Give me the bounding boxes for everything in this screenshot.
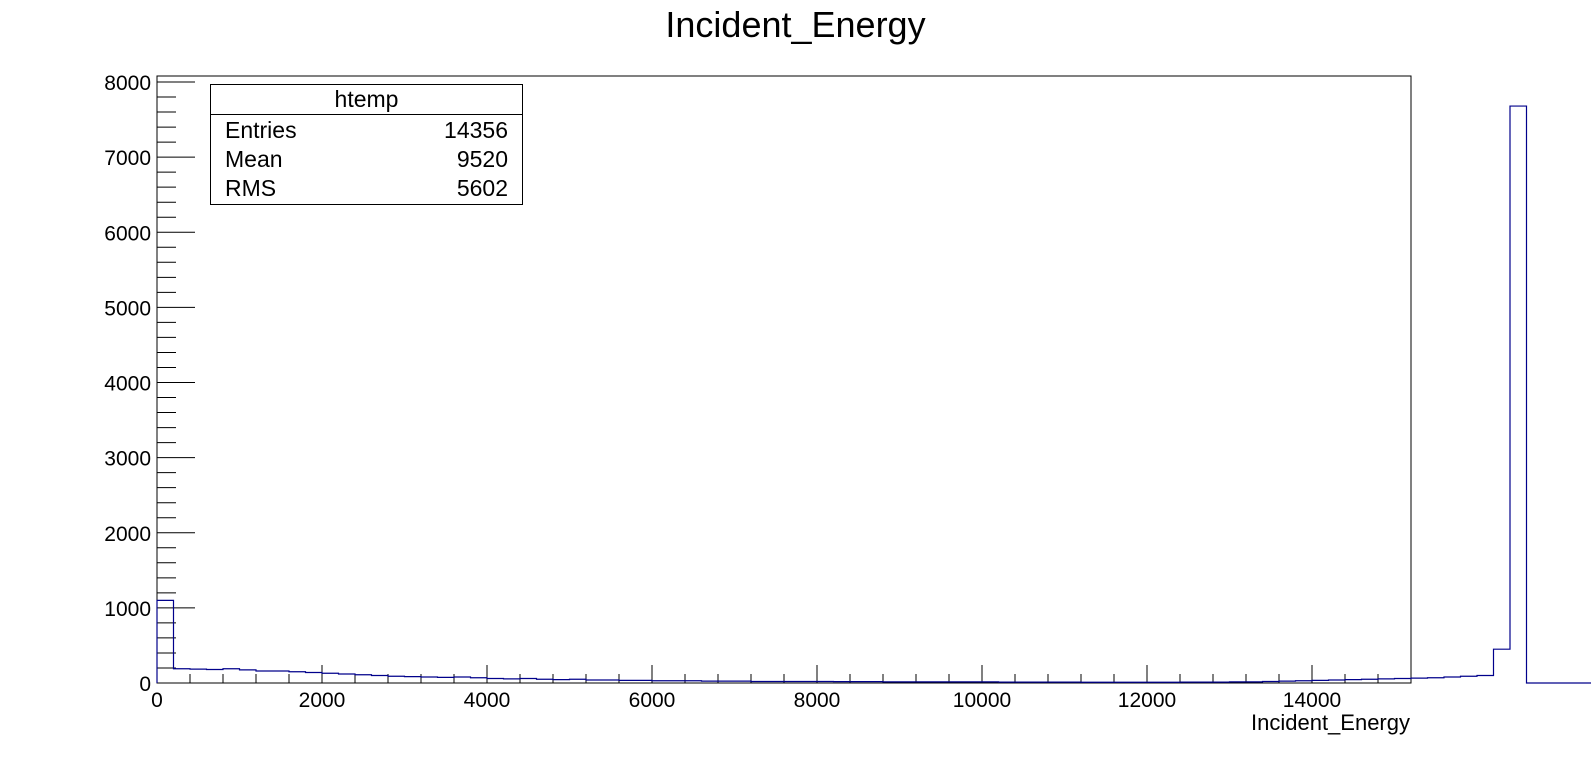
x-axis-label: Incident_Energy (1251, 710, 1410, 735)
y-tick-label: 2000 (104, 523, 151, 546)
x-tick-label: 4000 (464, 689, 511, 712)
y-tick-label: 3000 (104, 448, 151, 471)
y-tick-label: 6000 (104, 222, 151, 245)
histogram-series (156, 105, 1591, 684)
y-tick-label: 0 (139, 673, 151, 696)
stats-box-title: htemp (211, 85, 522, 115)
y-tick-label: 5000 (104, 297, 151, 320)
y-tick-label: 1000 (104, 598, 151, 621)
x-tick-label: 12000 (1118, 689, 1176, 712)
stats-row-entries: Entries 14356 (211, 115, 522, 144)
stats-label: Mean (225, 146, 283, 172)
stats-row-rms: RMS 5602 (211, 173, 522, 202)
stats-label: RMS (225, 175, 277, 201)
stats-value: 14356 (444, 117, 508, 143)
y-tick-label: 7000 (104, 147, 151, 170)
x-tick-label: 2000 (299, 689, 346, 712)
x-tick-label: 6000 (629, 689, 676, 712)
y-tick-label: 8000 (104, 72, 151, 95)
x-tick-label: 10000 (953, 689, 1011, 712)
y-tick-label: 4000 (104, 373, 151, 396)
x-tick-label: 0 (151, 689, 163, 712)
x-tick-label: 14000 (1283, 689, 1341, 712)
stats-label: Entries (225, 117, 297, 143)
stats-row-mean: Mean 9520 (211, 144, 522, 173)
chart-title: Incident_Energy (665, 4, 926, 45)
stats-value: 9520 (456, 146, 508, 172)
stats-value: 5602 (456, 175, 508, 201)
stats-box: htemp Entries 14356 Mean 9520 RMS 5602 (210, 84, 523, 205)
x-tick-label: 8000 (794, 689, 841, 712)
